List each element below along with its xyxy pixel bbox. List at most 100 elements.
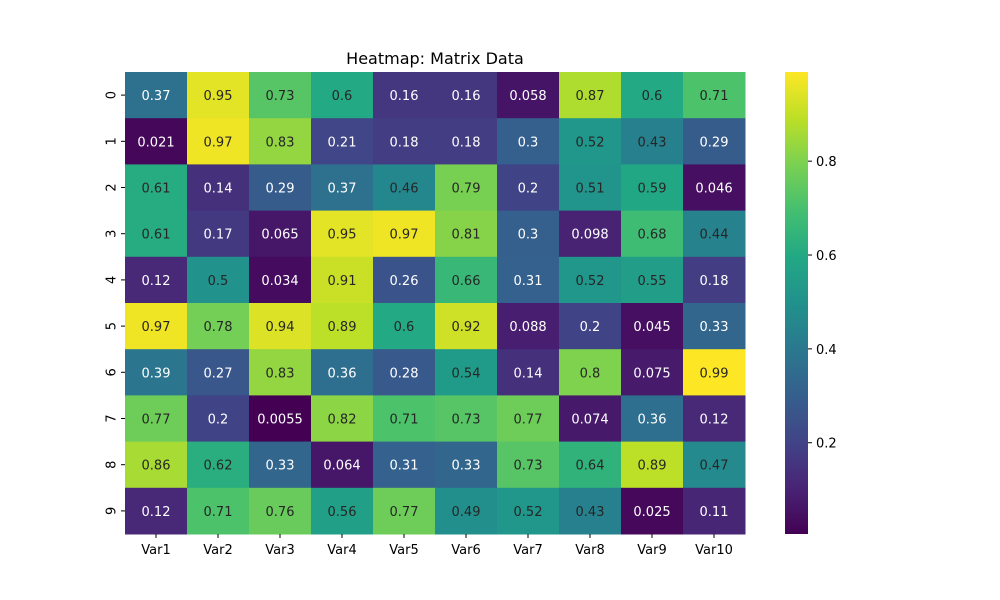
- heatmap-cell: [621, 72, 684, 119]
- cell-value-label: 0.77: [142, 413, 171, 428]
- cell-value-label: 0.44: [700, 228, 729, 243]
- cell-value-label: 0.71: [204, 505, 233, 520]
- colorbar-tick-labels: 0.2 0.4 0.6 0.8: [808, 155, 837, 452]
- cell-value-label: 0.83: [266, 366, 295, 381]
- cell-value-label: 0.62: [204, 459, 233, 474]
- colorbar-tick-label: 0.2: [816, 437, 837, 452]
- cell-value-label: 0.16: [452, 89, 481, 104]
- cell-value-label: 0.91: [328, 274, 357, 289]
- cell-value-label: 0.64: [576, 459, 605, 474]
- heatmap-cell: [683, 210, 746, 258]
- heatmap-cell: [621, 256, 684, 304]
- heatmap-cell: [497, 303, 560, 350]
- cell-value-label: 0.18: [390, 135, 419, 150]
- row-tick-labels: 0 1 2 3 4 5 6 7 8 9: [105, 91, 125, 515]
- cell-value-label: 0.61: [142, 228, 171, 243]
- y-tick-label: 4: [105, 276, 120, 284]
- heatmap-cell: [373, 210, 436, 258]
- heatmap-cells: 0.37 0.95 0.73 0.6 0.16 0.16 0.058 0.87 0.6 0.71 0…: [125, 72, 746, 535]
- heatmap-cell: [559, 72, 622, 119]
- cell-value-label: 0.18: [700, 274, 729, 289]
- cell-value-label: 0.52: [576, 135, 605, 150]
- cell-value-label: 0.2: [580, 320, 601, 335]
- cell-value-label: 0.92: [452, 320, 481, 335]
- heatmap-cell: [311, 164, 374, 212]
- cell-value-label: 0.52: [514, 505, 543, 520]
- cell-value-label: 0.3: [518, 228, 539, 243]
- heatmap-cell: [187, 395, 250, 443]
- x-tick-label: Var4: [327, 543, 356, 558]
- heatmap-cell: [559, 395, 622, 443]
- x-tick-label: Var9: [637, 543, 666, 558]
- heatmap-cell: [373, 349, 436, 396]
- heatmap-cell: [187, 210, 250, 258]
- cell-value-label: 0.54: [452, 366, 481, 381]
- cell-value-label: 0.064: [323, 459, 360, 474]
- heatmap-cell: [311, 441, 374, 489]
- heatmap-cell: [497, 256, 560, 304]
- heatmap-cell: [621, 349, 684, 396]
- heatmap-cell: [187, 164, 250, 212]
- heatmap-cell: [373, 164, 436, 212]
- heatmap-cell: [683, 72, 746, 119]
- heatmap-cell: [373, 303, 436, 350]
- cell-value-label: 0.2: [518, 182, 539, 197]
- cell-value-label: 0.28: [390, 366, 419, 381]
- cell-value-label: 0.025: [633, 505, 670, 520]
- heatmap-cell: [125, 210, 188, 258]
- chart-title: Heatmap: Matrix Data: [346, 49, 524, 68]
- heatmap-cell: [373, 395, 436, 443]
- cell-value-label: 0.37: [142, 89, 171, 104]
- heatmap-cell: [621, 118, 684, 165]
- cell-value-label: 0.36: [638, 413, 667, 428]
- heatmap-cell: [621, 487, 684, 535]
- cell-value-label: 0.49: [452, 505, 481, 520]
- cell-value-label: 0.12: [700, 413, 729, 428]
- cell-value-label: 0.81: [452, 228, 481, 243]
- heatmap-cell: [125, 72, 188, 119]
- x-tick-label: Var3: [265, 543, 294, 558]
- heatmap-cell: [621, 441, 684, 489]
- cell-value-label: 0.68: [638, 228, 667, 243]
- cell-value-label: 0.33: [700, 320, 729, 335]
- cell-value-label: 0.73: [452, 413, 481, 428]
- cell-value-label: 0.39: [142, 366, 171, 381]
- cell-value-label: 0.16: [390, 89, 419, 104]
- colorbar: 0.2 0.4 0.6 0.8: [785, 72, 837, 534]
- colorbar-tick-label: 0.8: [816, 155, 837, 170]
- cell-value-label: 0.61: [142, 182, 171, 197]
- cell-value-label: 0.36: [328, 366, 357, 381]
- heatmap-cell: [621, 210, 684, 258]
- cell-value-label: 0.6: [394, 320, 415, 335]
- cell-value-label: 0.12: [142, 505, 171, 520]
- cell-value-label: 0.26: [390, 274, 419, 289]
- heatmap-cell: [187, 118, 250, 165]
- heatmap-cell: [435, 441, 498, 489]
- cell-value-label: 0.33: [452, 459, 481, 474]
- cell-value-label: 0.14: [514, 366, 543, 381]
- cell-value-label: 0.46: [390, 182, 419, 197]
- heatmap-cell: [125, 164, 188, 212]
- cell-value-label: 0.088: [509, 320, 546, 335]
- y-tick-label: 5: [105, 322, 120, 330]
- cell-value-label: 0.31: [514, 274, 543, 289]
- colorbar-tick-label: 0.6: [816, 249, 837, 264]
- heatmap-cell: [373, 72, 436, 119]
- heatmap-cell: [559, 303, 622, 350]
- x-tick-label: Var5: [389, 543, 418, 558]
- cell-value-label: 0.87: [576, 89, 605, 104]
- cell-value-label: 0.89: [328, 320, 357, 335]
- cell-value-label: 0.6: [332, 89, 353, 104]
- heatmap-cell: [497, 72, 560, 119]
- heatmap-cell: [435, 164, 498, 212]
- cell-value-label: 0.71: [390, 413, 419, 428]
- heatmap-cell: [559, 256, 622, 304]
- cell-value-label: 0.95: [328, 228, 357, 243]
- heatmap-cell: [125, 256, 188, 304]
- cell-value-label: 0.8: [580, 366, 601, 381]
- heatmap-cell: [683, 349, 746, 396]
- heatmap-cell: [683, 118, 746, 165]
- cell-value-label: 0.56: [328, 505, 357, 520]
- cell-value-label: 0.89: [638, 459, 667, 474]
